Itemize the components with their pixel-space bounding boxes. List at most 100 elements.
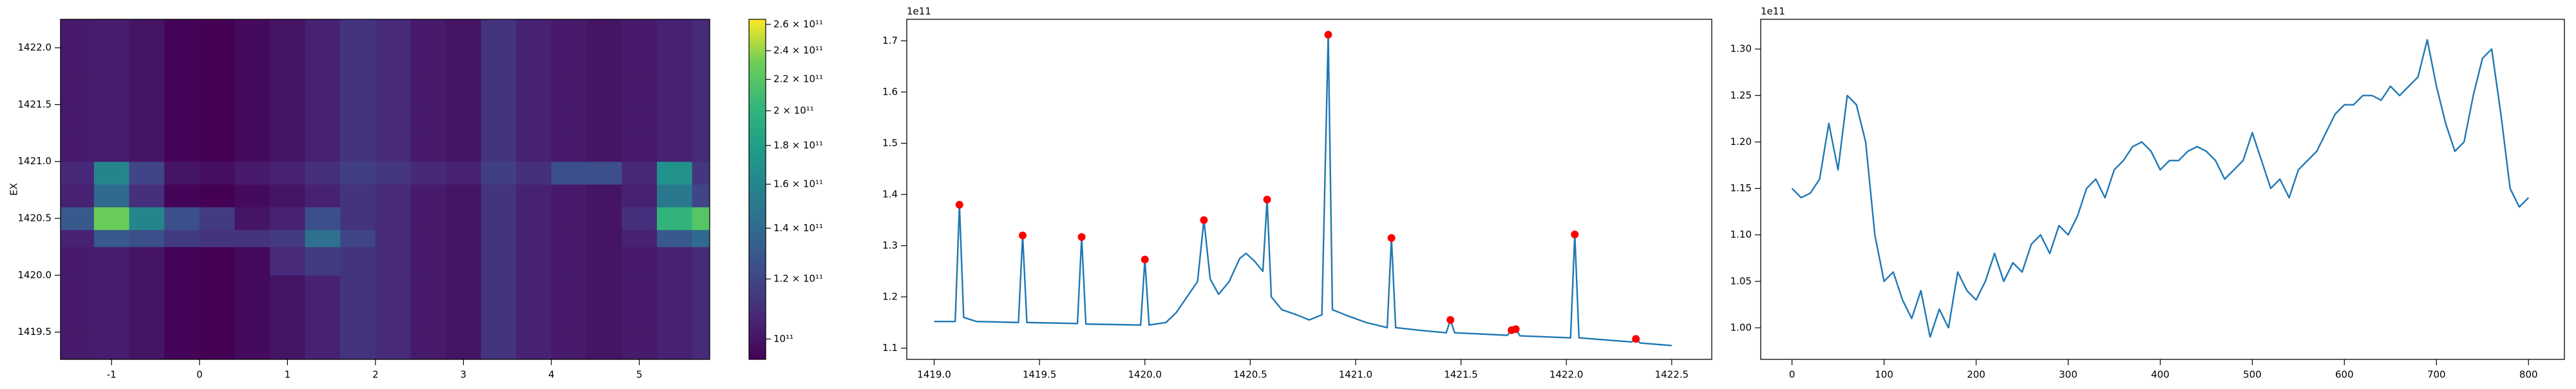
x-tick-label: 1419.0: [917, 369, 951, 381]
colorbar-strip: [749, 53, 766, 57]
colorbar-strip: [749, 260, 766, 263]
colorbar-strip: [749, 138, 766, 142]
colorbar-strip: [749, 172, 766, 176]
colorbar-strip: [749, 109, 766, 113]
colorbar-strip: [749, 214, 766, 218]
heatmap-cell: [551, 161, 587, 185]
heatmap-cell: [621, 104, 658, 134]
heatmap-cell: [305, 161, 341, 185]
colorbar-strip: [749, 280, 766, 283]
heatmap-cell: [375, 19, 412, 48]
colorbar-strip: [749, 186, 766, 190]
colorbar-strip: [749, 234, 766, 238]
heatmap-cell: [586, 104, 622, 134]
heatmap-cell: [586, 247, 622, 276]
heatmap-cell: [305, 48, 341, 77]
heatmap-cell: [270, 104, 306, 134]
heatmap-cell: [692, 48, 710, 77]
heatmap-cell: [410, 133, 446, 162]
heatmap-cell: [480, 229, 517, 247]
heatmap-cell: [61, 184, 95, 207]
heatmap-cell: [270, 161, 306, 185]
heatmap-cell: [199, 275, 235, 304]
colorbar-strip: [749, 325, 766, 329]
heatmap-cell: [305, 275, 341, 304]
heatmap-cell: [93, 104, 130, 134]
heatmap-cell: [270, 76, 306, 105]
heatmap-cell: [93, 303, 130, 333]
colorbar-strip: [749, 356, 766, 360]
x-tick-label: 1419.5: [1023, 369, 1057, 381]
y-tick-label: 1421.0: [18, 155, 52, 167]
colorbar-strip: [749, 226, 766, 230]
colorbar-strip: [749, 119, 766, 122]
colorbar-frame: [748, 19, 766, 360]
heatmap-cell: [410, 332, 446, 360]
heatmap-cell: [305, 104, 341, 134]
colorbar-tick-label: 2.2 × 10¹¹: [773, 73, 823, 85]
heatmap-cell: [621, 207, 658, 231]
x-tick-label: 1421.0: [1339, 369, 1373, 381]
heatmap-cell: [410, 19, 446, 48]
heatmap-cell: [270, 275, 306, 304]
heatmap-cell: [61, 229, 95, 247]
colorbar-strip: [749, 113, 766, 117]
heatmap-cell: [446, 48, 482, 77]
heatmap-cell: [446, 207, 482, 231]
colorbar-strip: [749, 164, 766, 167]
heatmap-cell: [129, 303, 165, 333]
heatmap-cell: [61, 332, 95, 360]
heatmap-cell: [586, 76, 622, 105]
heatmap-cell: [164, 104, 200, 134]
heatmap-cell: [270, 229, 306, 247]
heatmap-cell: [270, 19, 306, 48]
heatmap-cell: [480, 275, 517, 304]
heatmap-cell: [375, 161, 412, 185]
heatmap-cell: [234, 332, 270, 360]
heatmap-cell: [340, 19, 376, 48]
y-tick-label: 1.2: [882, 290, 898, 302]
x-tick-label: 0: [1789, 369, 1795, 381]
colorbar-strip: [749, 81, 766, 85]
heatmap-cell: [93, 161, 130, 185]
heatmap-cell: [657, 76, 693, 105]
heatmap-cell: [375, 133, 412, 162]
heatmap-cell: [340, 332, 376, 360]
colorbar-strip: [749, 127, 766, 131]
heatmap-cell: [551, 184, 587, 207]
heatmap-cell: [516, 275, 552, 304]
heatmap-cell: [199, 332, 235, 360]
y-tick-label: 1.05: [1730, 275, 1752, 287]
heatmap-cell: [657, 332, 693, 360]
heatmap-cell: [480, 48, 517, 77]
colorbar-strip: [749, 257, 766, 261]
heatmap-cell: [340, 275, 376, 304]
colorbar-strip: [749, 48, 766, 51]
heatmap-cell: [93, 19, 130, 48]
heatmap-cell: [692, 229, 710, 247]
heatmap-cell: [93, 48, 130, 77]
colorbar-strip: [749, 311, 766, 315]
peak-marker: [1263, 195, 1271, 204]
heatmap-cell: [375, 247, 412, 276]
axes-frame: [1760, 19, 2565, 360]
heatmap-cell: [516, 332, 552, 360]
heatmap-cell: [621, 275, 658, 304]
heatmap-cell: [129, 48, 165, 77]
colorbar-strip: [749, 348, 766, 352]
colorbar-strip: [749, 334, 766, 337]
colorbar-strip: [749, 152, 766, 156]
colorbar-strip: [749, 342, 766, 346]
colorbar-strip: [749, 107, 766, 111]
y-tick-label: 1.30: [1730, 43, 1752, 55]
colorbar-strip: [749, 345, 766, 348]
heatmap-cell: [621, 76, 658, 105]
heatmap-cell: [234, 76, 270, 105]
heatmap-cell: [93, 229, 130, 247]
heatmap-cell: [410, 229, 446, 247]
y-tick-label: 1421.5: [18, 99, 52, 110]
colorbar-tick-label: 2.4 × 10¹¹: [773, 44, 823, 56]
heatmap-cell: [340, 161, 376, 185]
heatmap-cell: [551, 76, 587, 105]
colorbar-tick-label: 1.4 × 10¹¹: [773, 222, 823, 234]
